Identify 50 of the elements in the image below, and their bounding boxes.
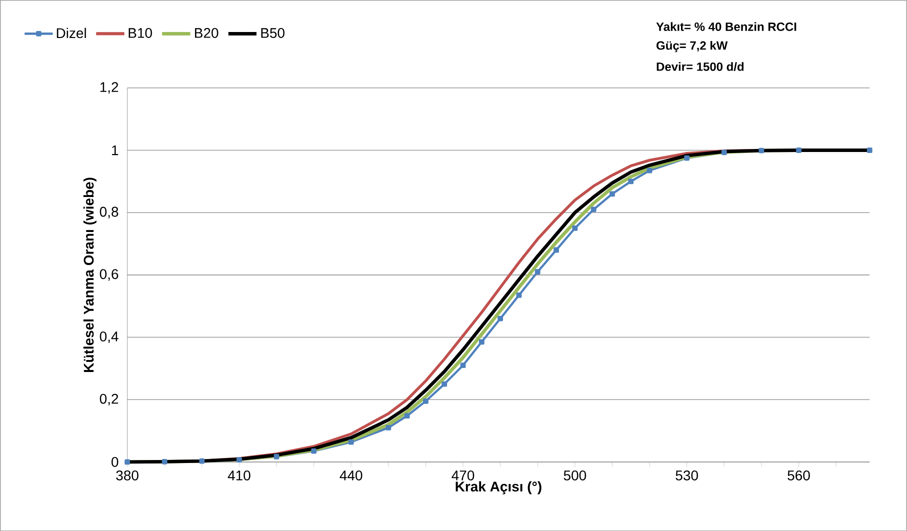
point xyxy=(590,206,596,212)
y-tick-label: 1,2 xyxy=(100,82,118,94)
point xyxy=(610,191,615,196)
x-tick-label: 560 xyxy=(788,470,810,480)
text: Güç= 7,2 kW xyxy=(656,40,728,52)
point xyxy=(311,448,317,454)
point xyxy=(572,225,578,231)
point xyxy=(796,147,802,153)
y-tick-label: 0,8 xyxy=(100,206,118,218)
point xyxy=(199,458,205,464)
x-tick-label: 440 xyxy=(340,470,362,480)
legend-label: B10 xyxy=(128,28,152,38)
y-tick-label: 0,6 xyxy=(100,269,118,281)
point xyxy=(516,292,522,298)
point xyxy=(423,398,428,404)
x-tick-label: 470 xyxy=(452,470,474,480)
point xyxy=(721,150,727,155)
point xyxy=(628,178,634,184)
y-tick-label: 1 xyxy=(112,145,118,155)
point xyxy=(684,155,690,161)
point xyxy=(646,168,652,174)
point xyxy=(554,247,559,253)
point xyxy=(498,316,504,322)
y-tick-label: 0,4 xyxy=(100,331,118,343)
legend-label: Dizel xyxy=(56,28,86,38)
x-tick-label: 410 xyxy=(228,470,250,480)
text: Yakıt= % 40 Benzin RCCI xyxy=(656,22,796,31)
point xyxy=(236,456,242,462)
point xyxy=(274,454,280,460)
x-tick-label: 380 xyxy=(116,470,138,480)
y-tick-label: 0 xyxy=(112,456,118,467)
point xyxy=(386,424,392,430)
point xyxy=(534,268,540,274)
x-axis-title: Krak Açısı (°) xyxy=(456,481,542,494)
point xyxy=(460,362,466,368)
point xyxy=(348,439,354,445)
y-tick-label: 0,2 xyxy=(100,394,118,406)
text: Devir= 1500 d/d xyxy=(656,62,744,71)
point xyxy=(442,381,448,387)
point xyxy=(162,458,168,464)
point xyxy=(124,459,130,465)
legend-label: B50 xyxy=(261,28,284,38)
y-axis-title: Kütlesel Yanma Oranı (wiebe) xyxy=(83,178,96,372)
point xyxy=(866,147,872,153)
point xyxy=(478,339,484,345)
point xyxy=(758,148,764,154)
x-tick-label: 530 xyxy=(676,470,698,480)
x-tick-label: 500 xyxy=(564,470,586,480)
point xyxy=(404,412,410,418)
legend-label: B20 xyxy=(195,28,218,38)
